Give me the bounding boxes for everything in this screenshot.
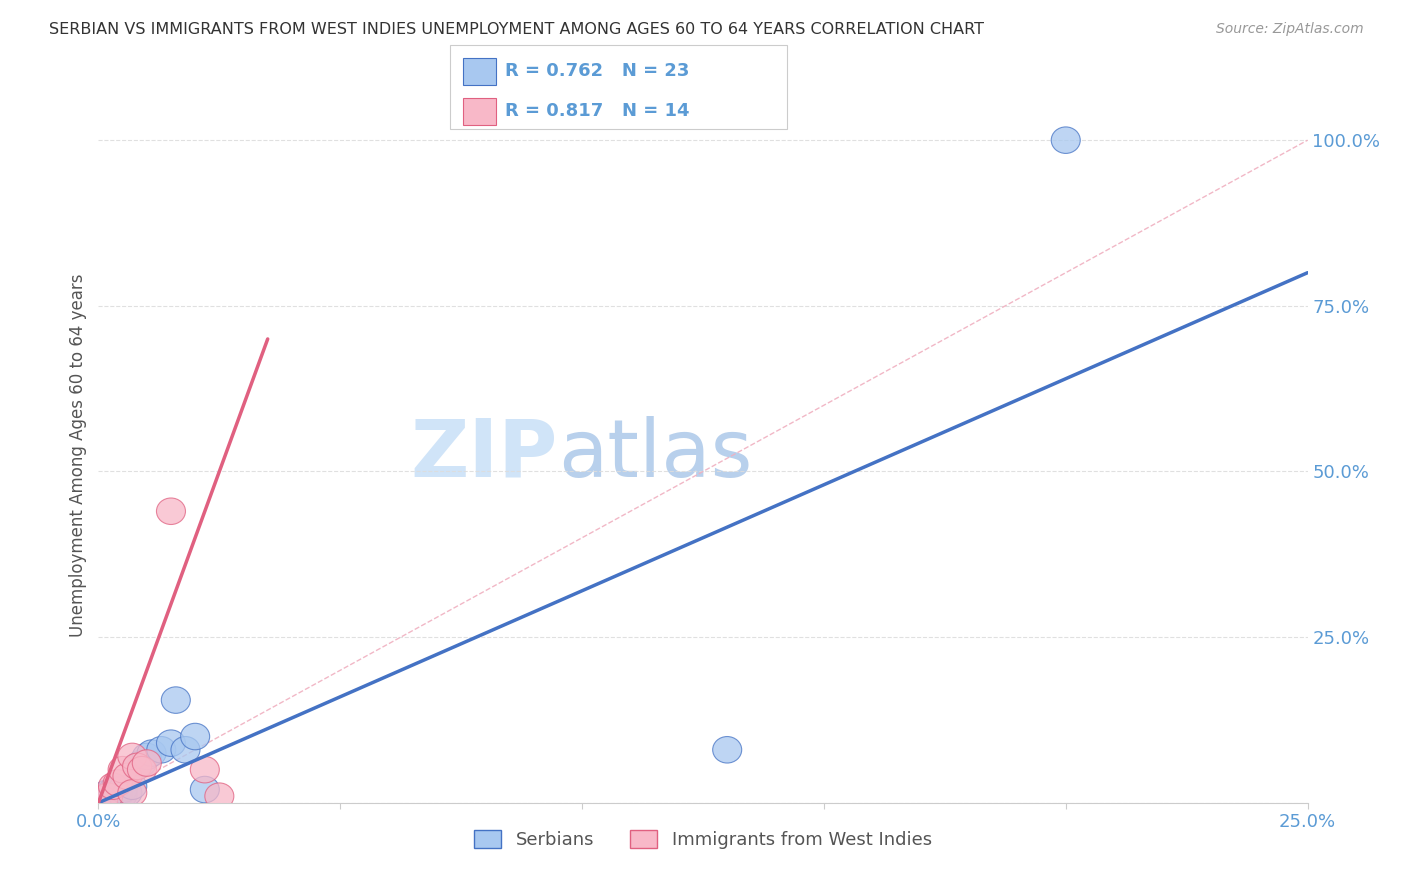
Ellipse shape xyxy=(108,756,138,783)
Ellipse shape xyxy=(190,756,219,783)
Ellipse shape xyxy=(713,737,742,763)
Legend: Serbians, Immigrants from West Indies: Serbians, Immigrants from West Indies xyxy=(467,822,939,856)
Ellipse shape xyxy=(103,770,132,797)
Text: atlas: atlas xyxy=(558,416,752,494)
Ellipse shape xyxy=(98,784,128,811)
Ellipse shape xyxy=(118,780,146,806)
Ellipse shape xyxy=(132,750,162,776)
Ellipse shape xyxy=(172,737,200,763)
Ellipse shape xyxy=(89,786,118,813)
Ellipse shape xyxy=(94,783,122,809)
Ellipse shape xyxy=(156,498,186,524)
Ellipse shape xyxy=(118,773,146,799)
Ellipse shape xyxy=(89,786,118,813)
Ellipse shape xyxy=(122,753,152,780)
Ellipse shape xyxy=(1052,127,1080,153)
Ellipse shape xyxy=(132,743,162,770)
Ellipse shape xyxy=(94,783,122,809)
Ellipse shape xyxy=(128,750,156,776)
Ellipse shape xyxy=(180,723,209,750)
Ellipse shape xyxy=(112,780,142,806)
Y-axis label: Unemployment Among Ages 60 to 64 years: Unemployment Among Ages 60 to 64 years xyxy=(69,273,87,637)
Ellipse shape xyxy=(190,776,219,803)
Ellipse shape xyxy=(128,756,156,783)
Ellipse shape xyxy=(205,783,233,809)
Ellipse shape xyxy=(98,773,128,799)
Ellipse shape xyxy=(118,743,146,770)
Ellipse shape xyxy=(122,753,152,780)
Ellipse shape xyxy=(146,737,176,763)
Ellipse shape xyxy=(108,781,138,808)
Ellipse shape xyxy=(94,780,122,806)
Ellipse shape xyxy=(138,739,166,766)
Ellipse shape xyxy=(103,783,132,809)
Ellipse shape xyxy=(162,687,190,714)
Ellipse shape xyxy=(108,776,138,803)
Text: ZIP: ZIP xyxy=(411,416,558,494)
Text: Source: ZipAtlas.com: Source: ZipAtlas.com xyxy=(1216,22,1364,37)
Text: R = 0.762   N = 23: R = 0.762 N = 23 xyxy=(505,62,689,80)
Ellipse shape xyxy=(98,778,128,804)
Text: R = 0.817   N = 14: R = 0.817 N = 14 xyxy=(505,103,689,120)
Ellipse shape xyxy=(103,776,132,803)
Text: SERBIAN VS IMMIGRANTS FROM WEST INDIES UNEMPLOYMENT AMONG AGES 60 TO 64 YEARS CO: SERBIAN VS IMMIGRANTS FROM WEST INDIES U… xyxy=(49,22,984,37)
Ellipse shape xyxy=(156,730,186,756)
Ellipse shape xyxy=(112,763,142,789)
